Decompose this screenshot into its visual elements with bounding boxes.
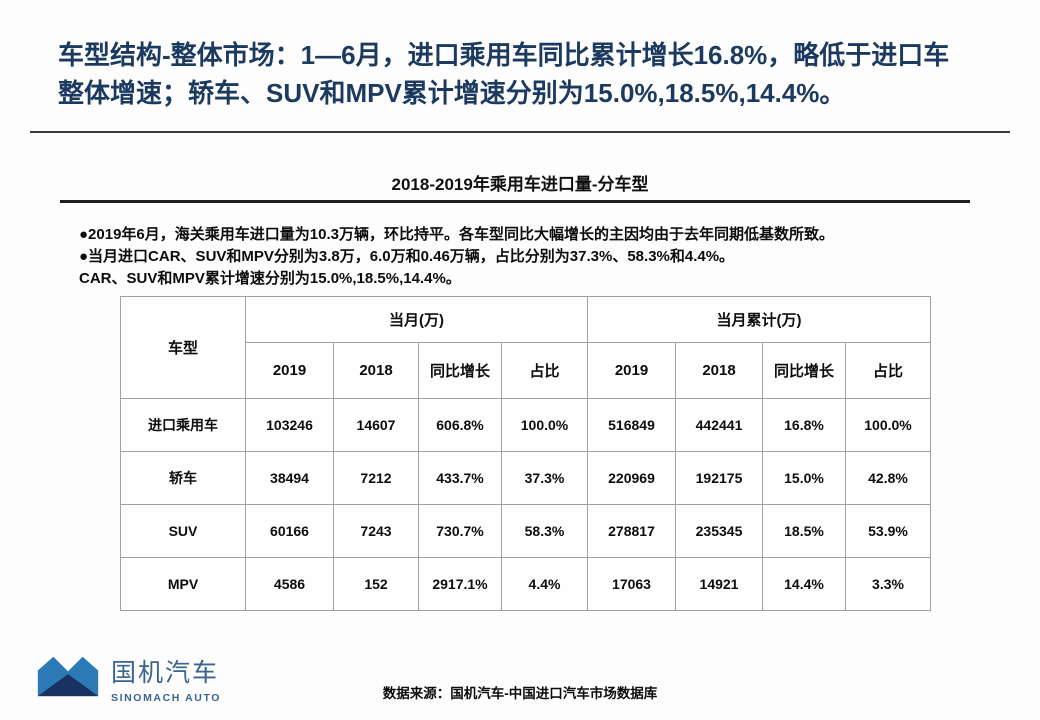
col-group-current-month: 当月(万) [245,296,588,343]
table-cell: 14921 [675,557,763,611]
table-cell: 7212 [333,451,419,505]
table-header-row-groups: 车型 当月(万) 当月累计(万) [120,296,931,399]
table-cell: 100.0% [845,398,931,452]
logo-cn-text: 国机汽车 [111,659,220,687]
table-title: 2018-2019年乘用车进口量-分车型 [391,175,649,194]
table-cell: 3.3% [845,557,931,611]
row-label: MPV [120,557,246,611]
table-cell: 58.3% [501,504,588,558]
page-title: 车型结构-整体市场：1—6月，进口乘用车同比累计增长16.8%，略低于进口车 整… [58,36,998,112]
divider-thick [60,200,970,203]
note-line: CAR、SUV和MPV累计增速分别为15.0%,18.5%,14.4%。 [79,270,461,287]
table-cell: 192175 [675,451,763,505]
table-cell: 433.7% [418,451,502,505]
divider-thin [30,131,1010,133]
col-header: 2018 [333,342,419,399]
table-cell: 14607 [333,398,419,452]
table-cell: 53.9% [845,504,931,558]
table-cell: 2917.1% [418,557,502,611]
note-line: ●当月进口CAR、SUV和MPV分别为3.8万，6.0万和0.46万辆，占比分别… [79,248,735,265]
table-cell: 7243 [333,504,419,558]
table-cell: 38494 [245,451,334,505]
table-row: 进口乘用车 103246 14607 606.8% 100.0% 516849 … [120,398,931,452]
table-cell: 4.4% [501,557,588,611]
table-cell: 278817 [587,504,676,558]
table-cell: 18.5% [762,504,846,558]
import-volume-table: 车型 当月(万) 当月累计(万) 2019 2018 同比增长 占比 2019 … [120,296,931,611]
table-cell: 516849 [587,398,676,452]
table-cell: 37.3% [501,451,588,505]
table-cell: 235345 [675,504,763,558]
table-cell: 17063 [587,557,676,611]
logo-en-text: SINOMACH AUTO [111,692,222,704]
table-row: SUV 60166 7243 730.7% 58.3% 278817 23534… [120,504,931,558]
sinomach-mountain-icon [36,652,100,705]
page-title-line2: 整体增速；轿车、SUV和MPV累计增速分别为15.0%,18.5%,14.4%。 [58,78,846,108]
table-cell: 606.8% [418,398,502,452]
logo-text: 国机汽车 SINOMACH AUTO [111,653,221,704]
col-header: 同比增长 [762,342,846,399]
col-header-vehicle-type: 车型 [120,296,246,399]
table-cell: 4586 [245,557,334,611]
col-header: 2019 [587,342,676,399]
col-header: 占比 [501,342,588,399]
sinomach-logo: 国机汽车 SINOMACH AUTO [36,652,221,705]
table-cell: 730.7% [418,504,502,558]
table-cell: 14.4% [762,557,846,611]
table-cell: 220969 [587,451,676,505]
table-header-row-sub: 2019 2018 同比增长 占比 2019 2018 同比增长 占比 [121,342,931,399]
col-header: 2019 [245,342,334,399]
notes-block: ●2019年6月，海关乘用车进口量为10.3万辆，环比持平。各车型同比大幅增长的… [79,224,989,290]
table-cell: 15.0% [762,451,846,505]
col-group-month-cumulative: 当月累计(万) [587,296,931,343]
row-label: SUV [120,504,246,558]
table-cell: 60166 [245,504,334,558]
row-label: 进口乘用车 [120,398,246,452]
col-header: 占比 [845,342,931,399]
col-header: 2018 [675,342,763,399]
page-title-line1: 车型结构-整体市场：1—6月，进口乘用车同比累计增长16.8%，略低于进口车 [58,40,950,70]
table-row: MPV 4586 152 2917.1% 4.4% 17063 14921 14… [120,557,931,611]
row-label: 轿车 [120,451,246,505]
col-header: 同比增长 [418,342,502,399]
table-cell: 103246 [245,398,334,452]
note-line: ●2019年6月，海关乘用车进口量为10.3万辆，环比持平。各车型同比大幅增长的… [79,226,834,243]
table-cell: 42.8% [845,451,931,505]
table-cell: 16.8% [762,398,846,452]
table-cell: 152 [333,557,419,611]
table-cell: 442441 [675,398,763,452]
data-source: 数据来源：国机汽车-中国进口汽车市场数据库 [382,686,658,701]
table-cell: 100.0% [501,398,588,452]
table-row: 轿车 38494 7212 433.7% 37.3% 220969 192175… [120,451,931,505]
